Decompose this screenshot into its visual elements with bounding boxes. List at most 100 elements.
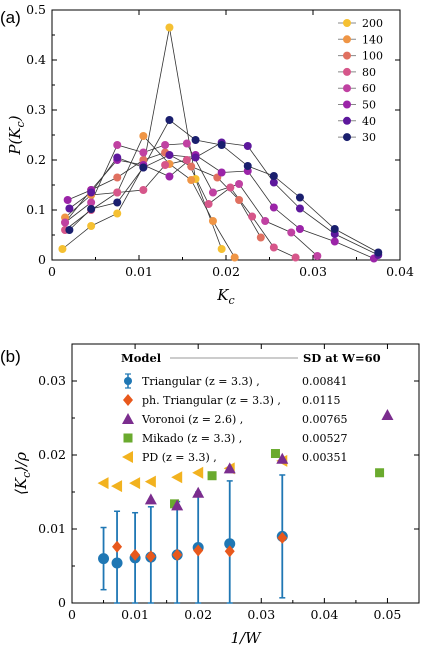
legend-label-200: 200 <box>362 17 383 30</box>
data-point-triangle-up <box>144 493 157 505</box>
y-tick-label: 0.1 <box>26 202 46 217</box>
data-point-200 <box>113 209 122 218</box>
data-point-triangle-left <box>97 477 109 490</box>
data-point-30 <box>243 162 252 170</box>
data-point-diamond <box>277 531 288 544</box>
legend-marker-triangular <box>124 377 132 385</box>
data-point-30 <box>139 163 148 172</box>
data-point-triangle-up <box>192 486 205 498</box>
y-axis-label-b: ⟨Kc⟩/ρ <box>12 452 33 495</box>
y-tick-label: 0.02 <box>38 447 66 462</box>
data-point-80 <box>139 186 148 194</box>
legend-label-140: 140 <box>362 33 383 46</box>
legend-marker-100 <box>343 51 351 60</box>
legend-sd-value: 0.00351 <box>302 451 348 464</box>
legend-label-100: 100 <box>362 50 383 63</box>
data-point-200 <box>58 245 67 253</box>
chart-b: 0 0.01 0.02 0.03 0.04 0.05 0 0.01 0.02 0.03 1/W ⟨Kc… <box>12 343 420 647</box>
legend-label: Triangular (z = 3.3) , <box>142 375 260 388</box>
data-point-40 <box>295 204 304 213</box>
legend-marker-60 <box>343 84 351 93</box>
data-point-60 <box>139 148 148 157</box>
data-point-60 <box>208 188 217 197</box>
data-point-square <box>375 468 385 478</box>
data-point-80 <box>248 212 257 221</box>
data-point-80 <box>204 200 213 208</box>
data-point-30 <box>65 226 74 234</box>
series-line-30 <box>69 119 379 253</box>
data-point-80 <box>269 243 278 252</box>
legend-label-30: 30 <box>362 131 376 144</box>
data-point-140 <box>187 176 196 184</box>
data-point-square <box>270 449 280 459</box>
data-point-30 <box>87 205 96 213</box>
data-point-30 <box>165 116 174 124</box>
data-point-60 <box>261 217 270 225</box>
data-point-40 <box>87 188 96 197</box>
y-tick-label: 0 <box>58 595 66 610</box>
data-point-50 <box>63 196 72 204</box>
y-tick-label: 0.01 <box>38 521 66 536</box>
legend-marker-diamond <box>123 394 133 406</box>
data-point-200 <box>165 23 174 32</box>
data-point-square <box>170 499 180 509</box>
legend-sd-value: 0.00765 <box>302 413 348 426</box>
x-tick-label: 0.05 <box>374 607 402 622</box>
legend-marker-80 <box>343 67 351 76</box>
data-point-60 <box>182 139 191 148</box>
data-point-triangle-up <box>381 409 394 421</box>
data-point-30 <box>295 193 304 202</box>
data-point-100 <box>235 196 244 204</box>
x-tick-label: 0.03 <box>247 607 275 622</box>
legend-label-80: 80 <box>362 66 376 79</box>
data-point-30 <box>191 136 200 144</box>
data-point-square <box>207 471 217 481</box>
data-point-50 <box>269 203 278 212</box>
data-point-triangle-left <box>111 480 123 493</box>
x-tick-label: 0.03 <box>299 264 327 279</box>
data-point-60 <box>313 252 322 260</box>
data-point-40 <box>165 151 174 159</box>
legend-marker-triangle-up <box>122 413 134 424</box>
plot-frame-b <box>71 343 420 604</box>
data-point-40 <box>269 178 278 187</box>
data-point-80 <box>291 253 300 262</box>
data-point-80 <box>182 156 191 164</box>
data-point-40 <box>65 204 74 213</box>
legend-marker-200 <box>343 19 351 27</box>
panel-a-label: (a) <box>0 8 21 27</box>
data-point-140 <box>208 217 217 225</box>
chart-a: 0 0.01 0.02 0.03 0.04 0 0.1 0.2 0.3 0.4 0.5 Kc P(Kc)… <box>6 2 414 307</box>
data-point-30 <box>330 225 339 233</box>
legend-header-model: Model <box>121 351 162 365</box>
legend-marker-140 <box>343 35 351 44</box>
data-point-circle <box>98 553 110 565</box>
y-tick-label: 0.3 <box>26 102 46 117</box>
data-point-60 <box>235 180 244 188</box>
data-point-40 <box>113 153 122 162</box>
x-tick-label: 0.02 <box>212 264 240 279</box>
x-tick-label: 0.01 <box>121 607 149 622</box>
data-point-30 <box>217 141 226 149</box>
data-point-80 <box>161 161 170 169</box>
x-tick-label: 0.04 <box>386 264 414 279</box>
legend-marker-40 <box>343 116 351 125</box>
data-point-60 <box>287 228 296 237</box>
legend-sd-value: 0.0115 <box>302 394 341 407</box>
legend-label: Voronoi (z = 2.6) , <box>141 413 243 426</box>
data-point-diamond <box>145 550 156 563</box>
legend-label-50: 50 <box>362 99 376 112</box>
y-tick-label: 0.4 <box>26 52 46 67</box>
data-point-30 <box>269 172 278 180</box>
data-point-200 <box>217 245 226 253</box>
data-point-50 <box>165 172 174 181</box>
data-point-triangle-left <box>144 475 156 488</box>
data-point-140 <box>230 253 239 262</box>
data-point-triangle-up <box>223 462 236 474</box>
x-tick-label: 0.02 <box>184 607 212 622</box>
legend-marker-50 <box>343 100 351 109</box>
data-point-diamond <box>112 540 123 553</box>
data-point-100 <box>113 173 122 182</box>
data-point-triangle-left <box>171 471 183 484</box>
